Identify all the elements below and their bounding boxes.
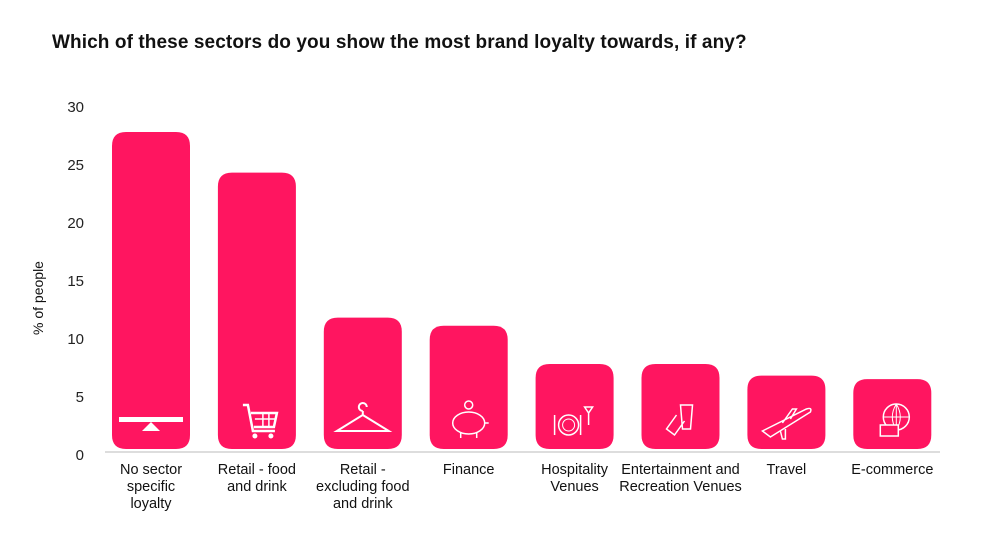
bar — [747, 375, 826, 449]
bar — [217, 172, 296, 449]
piggy-bank-icon — [451, 400, 489, 438]
x-tick-label: Retail - food and drink — [217, 462, 296, 495]
x-tick-label: Travel — [766, 462, 807, 478]
chart-title: Which of these sectors do you show the m… — [52, 32, 747, 53]
airplane-icon — [760, 407, 812, 440]
shopping-cart-icon — [242, 403, 279, 439]
x-tick-label: Retail - excluding food and drink — [316, 462, 410, 512]
bar — [323, 317, 402, 449]
bar — [535, 364, 614, 449]
seesaw-icon — [119, 417, 183, 431]
popcorn-ticket-icon — [665, 404, 694, 437]
globe-basket-icon — [879, 403, 911, 437]
x-tick-label: Hospitality Venues — [541, 462, 609, 495]
x-tick-label: Entertainment and Recreation Venues — [619, 462, 742, 495]
plate-cutlery-icon — [553, 406, 595, 436]
y-tick-label: 25 — [67, 157, 84, 174]
y-tick-label: 5 — [75, 389, 84, 406]
x-tick-label: Finance — [442, 462, 495, 478]
hanger-icon — [333, 402, 393, 432]
y-tick-label: 20 — [67, 215, 84, 232]
y-tick-label: 30 — [67, 99, 84, 116]
x-tick-label: No sector specific loyalty — [119, 462, 183, 512]
bar — [112, 132, 190, 449]
x-tick-label: E-commerce — [851, 462, 934, 478]
bar — [429, 325, 508, 449]
y-tick-label: 10 — [67, 331, 84, 348]
y-tick-label: 15 — [67, 273, 84, 290]
y-tick-label: 0 — [75, 447, 84, 464]
